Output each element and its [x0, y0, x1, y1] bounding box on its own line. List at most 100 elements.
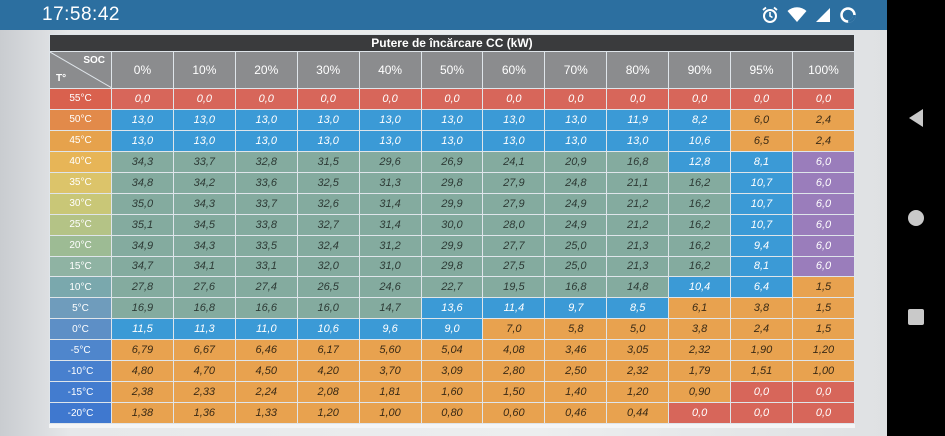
temp-label: 10°C	[49, 276, 112, 299]
temp-label: 40°C	[49, 150, 112, 173]
power-cell: 22,7	[420, 276, 484, 299]
power-cell: 1,00	[358, 402, 422, 424]
table-row: -10°C 4,80 4,70 4,50 4,20 3,70 3,09 2,80 2,50 2,3…	[49, 360, 856, 383]
power-cell: 16,8	[606, 150, 670, 173]
power-cell: 13,0	[172, 108, 236, 131]
power-cell: 3,70	[358, 360, 422, 383]
temp-label: 30°C	[49, 192, 112, 215]
power-cell: 24,8	[544, 171, 608, 194]
power-cell: 3,46	[544, 339, 608, 362]
home-button[interactable]	[901, 203, 931, 233]
power-cell: 14,8	[606, 276, 670, 299]
power-cell: 2,32	[606, 360, 670, 383]
power-cell: 13,0	[606, 129, 670, 152]
corner-soc-label: SOC	[83, 55, 105, 66]
power-cell: 29,6	[358, 150, 422, 173]
power-cell: 33,6	[234, 171, 298, 194]
power-cell: 19,5	[482, 276, 546, 299]
power-cell: 27,5	[482, 255, 546, 278]
temp-label: 45°C	[49, 129, 112, 152]
power-cell: 3,8	[668, 318, 732, 341]
soc-header: 100%	[791, 51, 856, 89]
power-cell: 4,70	[172, 360, 236, 383]
soc-header: 0%	[111, 51, 174, 89]
table-row: 15°C 34,7 34,1 33,1 32,0 31,0 29,8 27,5 25,0 21,3…	[49, 255, 856, 278]
power-cell: 13,0	[544, 108, 608, 131]
power-cell: 13,0	[482, 108, 546, 131]
soc-header: 50%	[420, 51, 484, 89]
table-body: 55°C 0,0 0,0 0,0 0,0 0,0 0,0 0,0 0,0 0,0 0,0 0,0 0,0…	[49, 88, 856, 424]
power-cell: 2,32	[668, 339, 732, 362]
power-cell: 16,8	[544, 276, 608, 299]
recents-icon	[908, 309, 924, 325]
power-cell: 21,3	[606, 255, 670, 278]
charging-table-sheet: Putere de încărcare CC (kW) SOC T° 0% 10%…	[49, 34, 856, 428]
power-cell: 0,0	[668, 88, 732, 110]
power-cell: 3,09	[420, 360, 484, 383]
table-row: -5°C 6,79 6,67 6,46 6,17 5,60 5,04 4,08 3,46 3,05…	[49, 339, 856, 362]
power-cell: 29,8	[420, 255, 484, 278]
power-cell: 13,0	[296, 129, 360, 152]
power-cell: 0,0	[544, 88, 608, 110]
power-cell: 34,9	[111, 234, 174, 257]
charging-power-table: Putere de încărcare CC (kW) SOC T° 0% 10%…	[49, 34, 856, 424]
table-row: 30°C 35,0 34,3 33,7 32,6 31,4 29,9 27,9 24,9 21,2…	[49, 192, 856, 215]
power-cell: 16,2	[668, 171, 732, 194]
power-cell: 29,9	[420, 234, 484, 257]
back-icon	[909, 109, 923, 127]
power-cell: 9,4	[730, 234, 793, 257]
power-cell: 32,5	[296, 171, 360, 194]
power-cell: 27,4	[234, 276, 298, 299]
power-cell: 31,5	[296, 150, 360, 173]
temp-label: 35°C	[49, 171, 112, 194]
power-cell: 4,08	[482, 339, 546, 362]
power-cell: 0,90	[668, 381, 732, 404]
power-cell: 6,0	[791, 213, 856, 236]
photo-view: Putere de încărcare CC (kW) SOC T° 0% 10%…	[0, 30, 887, 436]
power-cell: 32,0	[296, 255, 360, 278]
corner-cell: SOC T°	[49, 51, 112, 89]
power-cell: 31,3	[358, 171, 422, 194]
power-cell: 1,81	[358, 381, 422, 404]
power-cell: 0,0	[730, 402, 793, 424]
power-cell: 1,20	[296, 402, 360, 424]
power-cell: 0,0	[111, 88, 174, 110]
power-cell: 6,0	[730, 108, 793, 131]
power-cell: 0,0	[296, 88, 360, 110]
table-row: 25°C 35,1 34,5 33,8 32,7 31,4 30,0 28,0 24,9 21,2…	[49, 213, 856, 236]
soc-header: 60%	[482, 51, 546, 89]
soc-header-row: SOC T° 0% 10% 20% 30% 40% 50% 60% 70% 80% 90% 95% 1…	[49, 51, 856, 89]
power-cell: 0,0	[358, 88, 422, 110]
power-cell: 20,9	[544, 150, 608, 173]
power-cell: 33,5	[234, 234, 298, 257]
power-cell: 0,0	[791, 381, 856, 404]
power-cell: 13,0	[111, 129, 174, 152]
power-cell: 21,2	[606, 192, 670, 215]
power-cell: 16,2	[668, 213, 732, 236]
back-button[interactable]	[901, 103, 931, 133]
power-cell: 10,4	[668, 276, 732, 299]
power-cell: 6,46	[234, 339, 298, 362]
power-cell: 26,5	[296, 276, 360, 299]
soc-header: 10%	[172, 51, 236, 89]
power-cell: 27,8	[111, 276, 174, 299]
power-cell: 0,0	[668, 402, 732, 424]
power-cell: 1,60	[420, 381, 484, 404]
power-cell: 27,6	[172, 276, 236, 299]
power-cell: 1,5	[791, 318, 856, 341]
recents-button[interactable]	[901, 302, 931, 332]
temp-label: 5°C	[49, 297, 112, 320]
power-cell: 35,1	[111, 213, 174, 236]
soc-header: 70%	[544, 51, 608, 89]
power-cell: 0,0	[420, 88, 484, 110]
power-cell: 33,7	[234, 192, 298, 215]
table-row: 20°C 34,9 34,3 33,5 32,4 31,2 29,9 27,7 25,0 21,3…	[49, 234, 856, 257]
temp-label: 15°C	[49, 255, 112, 278]
power-cell: 6,0	[791, 171, 856, 194]
status-clock: 17:58:42	[42, 4, 120, 25]
navigation-bar	[887, 0, 945, 436]
power-cell: 0,60	[482, 402, 546, 424]
power-cell: 2,24	[234, 381, 298, 404]
corner-temp-label: T°	[56, 73, 67, 84]
power-cell: 34,8	[111, 171, 174, 194]
